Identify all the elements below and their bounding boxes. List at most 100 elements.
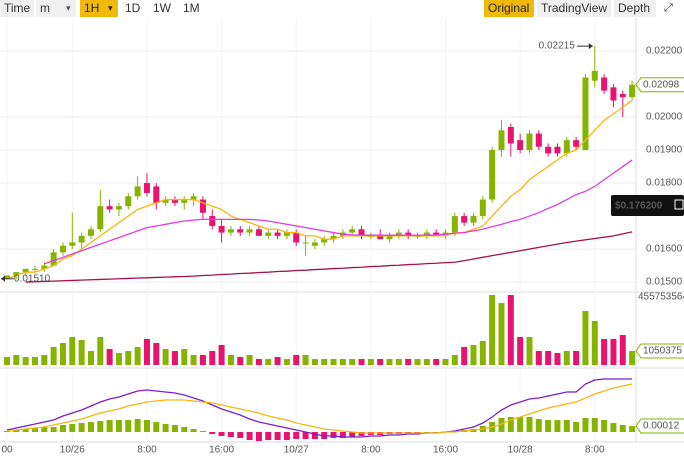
minute-button[interactable]: m [36, 0, 62, 17]
volume-bar [106, 349, 113, 365]
last-volume-label-box [635, 343, 684, 359]
y-tick-label: 0.01900 [646, 145, 683, 156]
volume-bar [59, 343, 66, 365]
candle-body [227, 229, 234, 233]
candle-body [395, 232, 402, 236]
price-badge-bg [611, 195, 684, 216]
candle-body [59, 245, 66, 253]
macd-bar [423, 432, 430, 433]
volume-bar [414, 359, 421, 365]
candle-body [274, 232, 281, 236]
volume-bar [526, 337, 533, 365]
fullscreen-button[interactable]: ⤢ [660, 0, 682, 17]
x-tick-label: 16:00 [209, 445, 234, 456]
candle-body [619, 93, 626, 98]
volume-bar [134, 347, 141, 365]
volume-bar [395, 359, 402, 365]
volume-bar [171, 351, 178, 365]
interval-button[interactable]: 1D [121, 0, 147, 17]
macd-bar [97, 421, 104, 432]
volume-bar [451, 355, 458, 365]
volume-bar [330, 359, 337, 365]
macd-bar [106, 420, 113, 432]
volume-bar [97, 337, 104, 365]
macd-bar [190, 429, 197, 432]
volume-bar [619, 335, 626, 365]
candle-body [554, 146, 561, 154]
candle-body [545, 146, 552, 154]
candle-body [629, 84, 636, 98]
macd-bar [601, 420, 608, 432]
candle-body [209, 216, 216, 226]
x-tick-label: 10/28 [508, 445, 533, 456]
candle-body [489, 150, 496, 200]
macd-bar [41, 427, 48, 432]
volume-bar [199, 355, 206, 365]
volume-bar [563, 351, 570, 365]
x-tick-label: 8:00 [361, 445, 381, 456]
volume-bar [405, 359, 412, 365]
moving-average-line [44, 159, 633, 265]
macd-bar [31, 428, 38, 432]
view-button[interactable]: Original [484, 0, 534, 17]
view-button[interactable]: TradingView [537, 0, 611, 17]
volume-bar [358, 359, 365, 365]
candle-body [246, 229, 253, 233]
macd-bar [115, 420, 122, 432]
view-button[interactable]: Depth [614, 0, 656, 17]
x-tick-label: 10/27 [284, 445, 309, 456]
volume-bar [535, 351, 542, 365]
macd-bar [50, 427, 57, 432]
macd-bar [526, 417, 533, 432]
macd-dif-line [6, 378, 633, 438]
volume-bar [218, 345, 225, 365]
volume-bar [181, 349, 188, 365]
interval-dropdown[interactable]: ▾ [104, 0, 118, 17]
volume-bar [489, 295, 496, 365]
volume-bar [209, 351, 216, 365]
macd-bar [143, 420, 150, 432]
macd-bar [218, 432, 225, 436]
candle-body [153, 186, 160, 203]
macd-bar [255, 432, 262, 441]
macd-bar [573, 422, 580, 432]
candle-body [69, 242, 76, 246]
candle-body [125, 196, 132, 207]
candle-body [498, 130, 505, 151]
macd-bar [629, 426, 636, 432]
volume-bar [22, 357, 29, 365]
volume-bar [311, 359, 318, 365]
macd-bar [610, 423, 617, 432]
macd-bar [199, 431, 206, 432]
candle-body [321, 239, 328, 243]
candle-body [591, 70, 598, 81]
candle-body [181, 199, 188, 203]
candle-body [78, 235, 85, 243]
volume-bar [255, 359, 262, 365]
volume-max-label: 4557535644 [638, 292, 684, 303]
candle-body [517, 140, 524, 151]
volume-bar [442, 359, 449, 365]
volume-bar [377, 359, 384, 365]
candle-body [470, 216, 477, 223]
y-tick-label: 0.01800 [646, 178, 683, 189]
minute-dropdown[interactable]: ▾ [62, 0, 76, 17]
low-annotation: 0.01510 [14, 273, 51, 284]
candle-body [573, 140, 580, 147]
interval-button[interactable]: 1W [149, 0, 177, 17]
volume-bar [629, 350, 636, 365]
interval-button[interactable]: 1M [179, 0, 207, 17]
candle-body [255, 229, 262, 236]
y-tick-label: 0.02000 [646, 112, 683, 123]
macd-bar [134, 419, 141, 432]
volume-bar [302, 355, 309, 365]
candle-body [190, 196, 197, 200]
candle-body [461, 216, 468, 223]
candle-body [563, 140, 570, 154]
interval-button[interactable]: 1H [80, 0, 104, 17]
last-macd-label-box [635, 418, 684, 434]
time-button[interactable]: Time [0, 0, 34, 17]
x-tick-label: 8:00 [585, 445, 605, 456]
volume-bar [4, 357, 10, 365]
